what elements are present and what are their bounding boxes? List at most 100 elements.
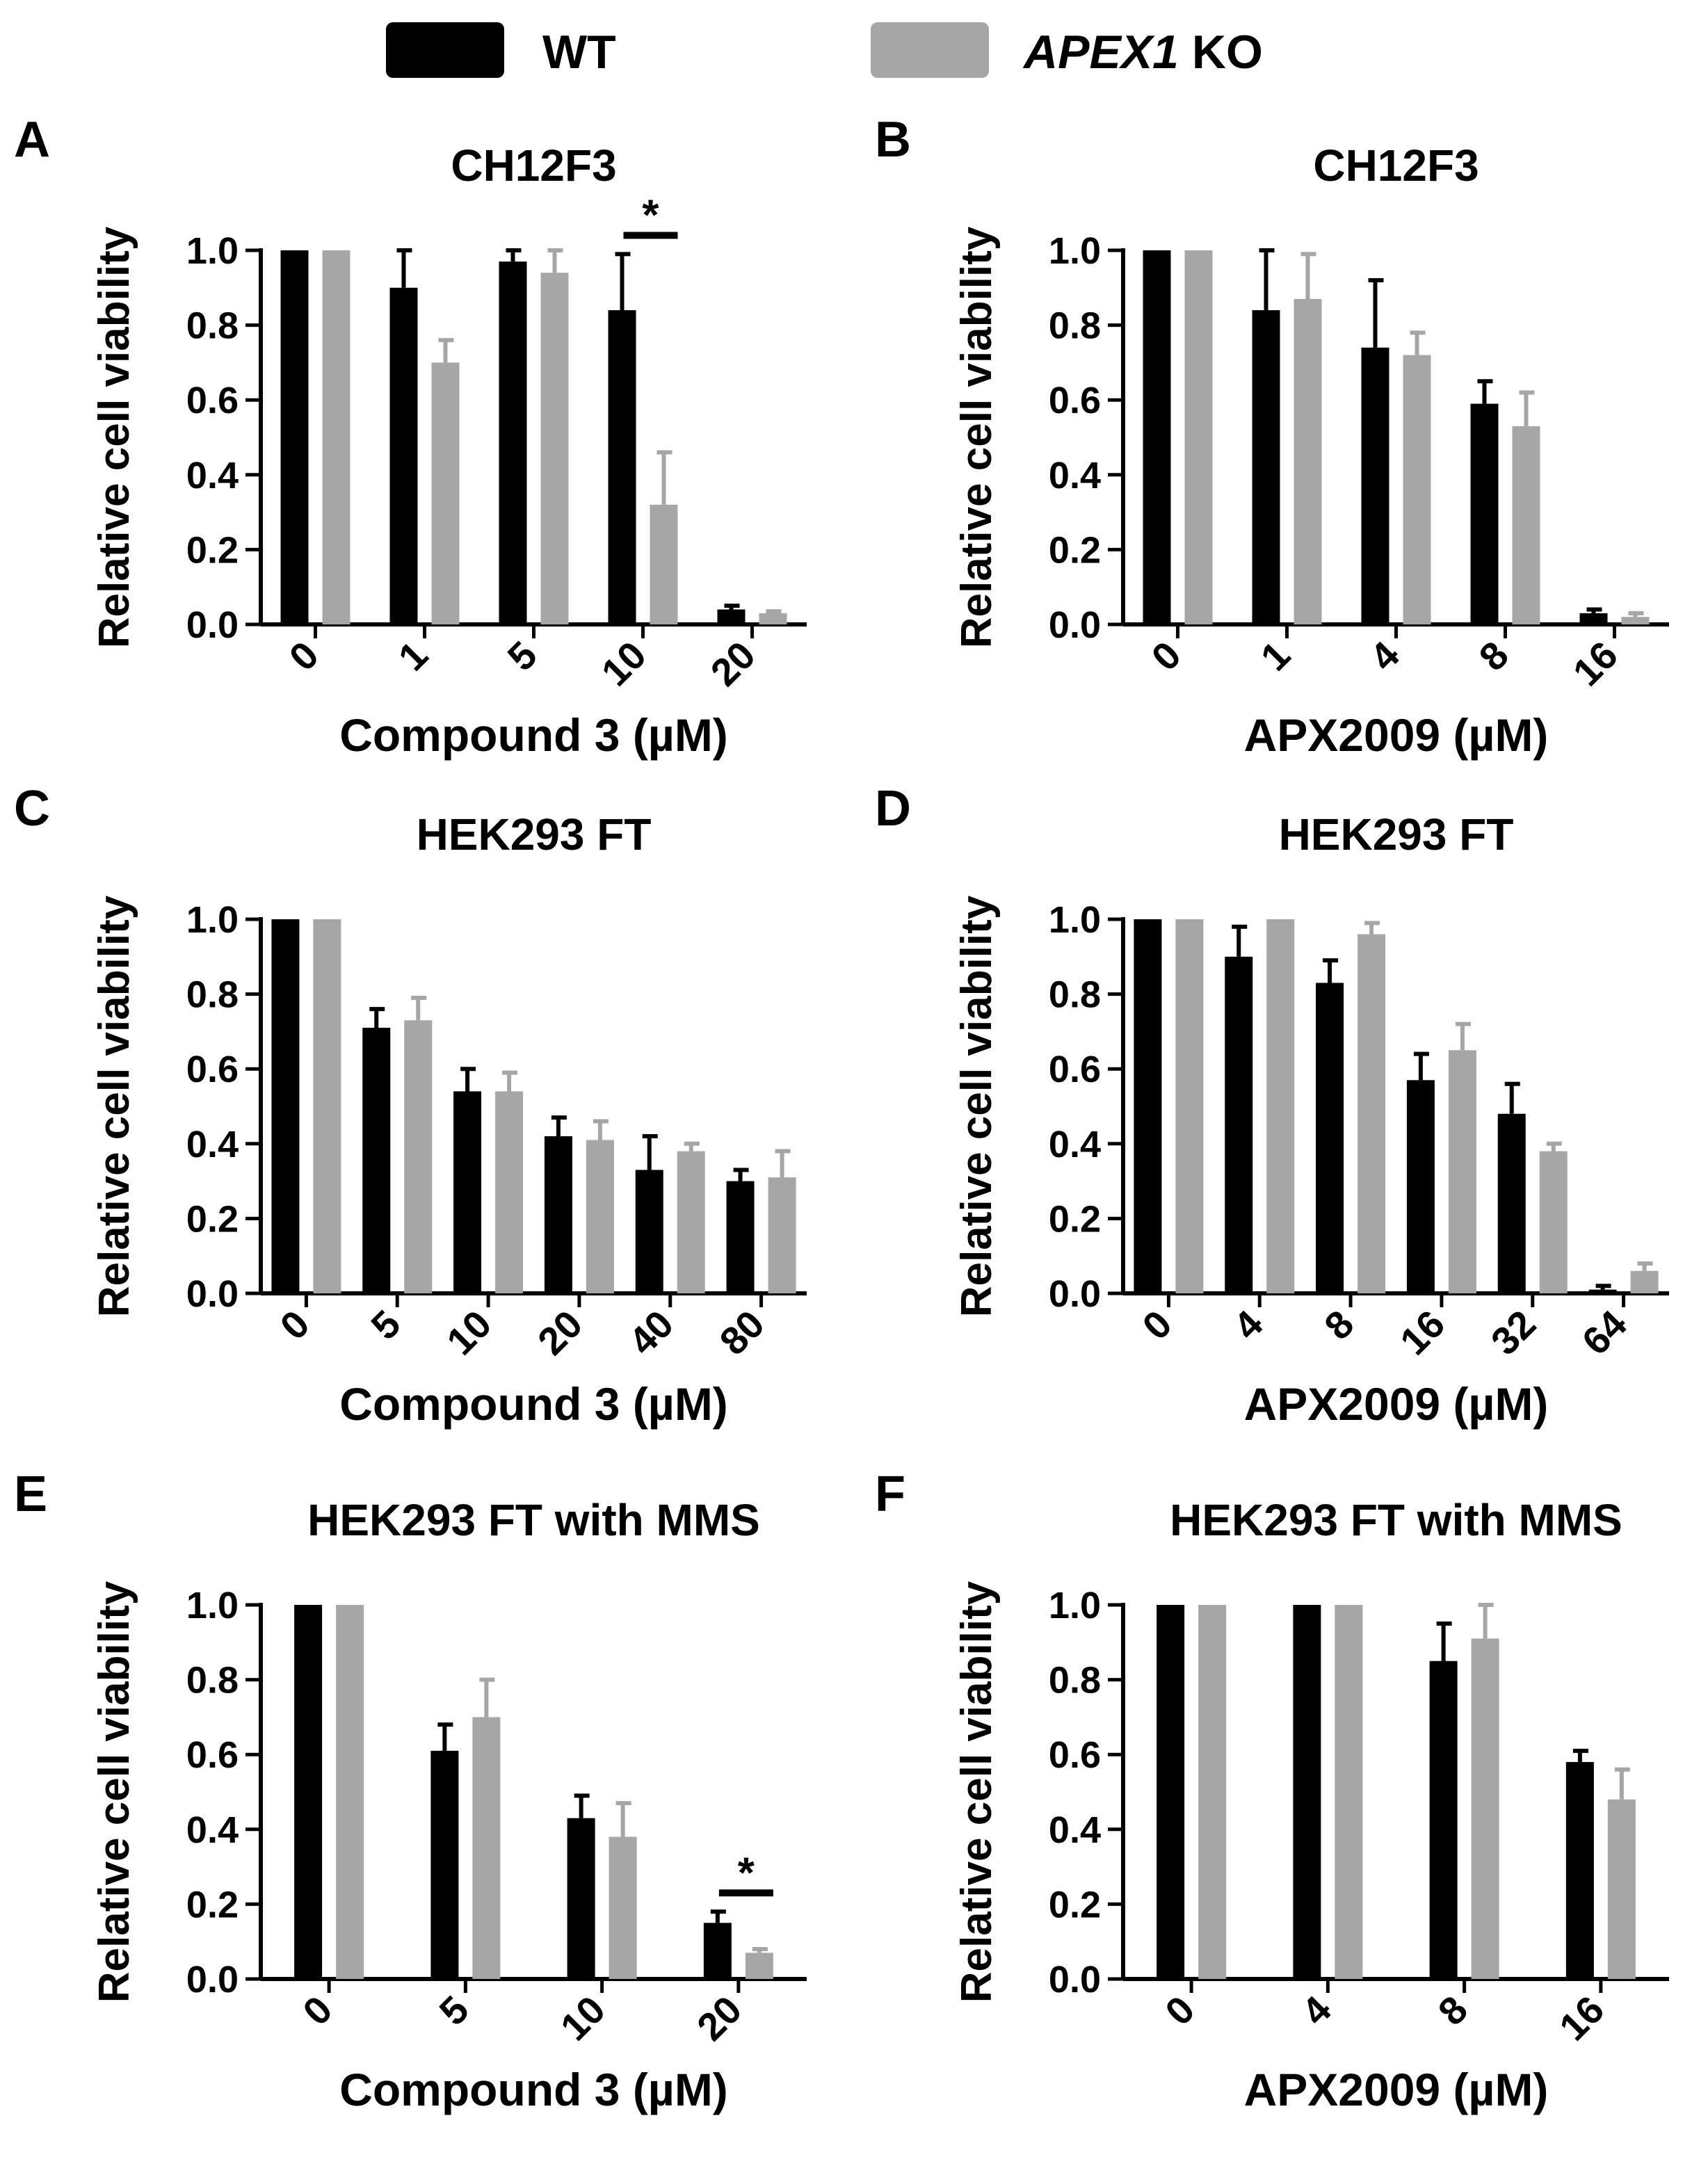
legend-label-ko-italic: APEX1 — [1022, 26, 1179, 79]
legend: WT APEX1 KO — [386, 22, 1263, 79]
panel-title-e: HEK293 FT with MMS — [307, 1495, 760, 1545]
bar-f-wt-16 — [1565, 1761, 1594, 1979]
bar-d-ko-64 — [1630, 1270, 1659, 1293]
y-tick-label-a-3: 0.6 — [186, 380, 239, 421]
x-tick-label-d-0: 0 — [1134, 1302, 1180, 1348]
y-tick-label-d-1: 0.2 — [1049, 1198, 1101, 1240]
panel-e: E HEK293 FT with MMS Relative cell viabili… — [14, 1467, 807, 2115]
panel-a: A CH12F3 Relative cell viability 0.0 0.2 0.4 0… — [14, 112, 807, 761]
bar-e-ko-20 — [745, 1953, 773, 1979]
x-axis-label-e: Compound 3 (µM) — [339, 2064, 728, 2115]
bar-e-wt-20 — [703, 1923, 732, 1979]
bar-c-ko-40 — [677, 1151, 705, 1293]
y-tick-label-f-0: 0.0 — [1049, 1959, 1101, 2001]
y-axis-label-e: Relative cell viability — [90, 1581, 138, 2003]
y-tick-label-e-0: 0.0 — [186, 1959, 239, 2001]
y-tick-label-b-0: 0.0 — [1049, 604, 1101, 646]
bar-f-wt-4 — [1293, 1605, 1321, 1979]
y-tick-label-a-4: 0.8 — [186, 305, 239, 347]
x-tick-label-f-4: 4 — [1293, 1987, 1339, 2034]
bar-d-wt-8 — [1316, 983, 1344, 1293]
bar-d-ko-32 — [1539, 1151, 1568, 1293]
x-tick-label-a-5: 5 — [499, 633, 545, 679]
x-tick-label-f-8: 8 — [1430, 1987, 1476, 2034]
bar-c-wt-40 — [635, 1170, 663, 1293]
panel-title-b: CH12F3 — [1313, 140, 1479, 191]
bar-d-wt-32 — [1497, 1113, 1526, 1293]
bar-a-wt-20 — [717, 609, 746, 624]
x-tick-label-c-40: 40 — [620, 1302, 682, 1364]
y-tick-label-e-4: 0.8 — [186, 1660, 239, 1702]
y-tick-label-d-0: 0.0 — [1049, 1273, 1101, 1315]
panel-title-f: HEK293 FT with MMS — [1170, 1495, 1622, 1545]
y-tick-label-d-4: 0.8 — [1049, 974, 1101, 1016]
x-tick-label-e-20: 20 — [688, 1987, 750, 2049]
y-tick-label-c-2: 0.4 — [186, 1124, 239, 1165]
y-tick-label-e-3: 0.6 — [186, 1734, 239, 1776]
y-tick-label-c-3: 0.6 — [186, 1049, 239, 1090]
y-tick-label-d-2: 0.4 — [1049, 1124, 1101, 1165]
y-tick-label-a-5: 1.0 — [186, 230, 239, 272]
panel-b: B CH12F3 Relative cell viability 0.0 0.2 0.4 0… — [875, 112, 1669, 761]
x-tick-label-c-0: 0 — [271, 1302, 318, 1348]
bar-a-wt-1 — [389, 287, 418, 624]
bar-f-wt-8 — [1429, 1661, 1458, 1979]
bar-b-wt-16 — [1579, 613, 1608, 624]
bar-f-wt-0 — [1157, 1605, 1185, 1979]
significance-label-a-0: * — [642, 191, 659, 239]
bar-a-ko-20 — [759, 613, 787, 624]
y-tick-label-c-1: 0.2 — [186, 1198, 239, 1240]
bar-a-wt-0 — [280, 250, 309, 624]
bar-c-ko-0 — [313, 919, 341, 1293]
y-tick-label-f-4: 0.8 — [1049, 1660, 1101, 1702]
y-tick-label-f-3: 0.6 — [1049, 1734, 1101, 1776]
bar-b-wt-8 — [1470, 403, 1499, 624]
y-tick-label-c-4: 0.8 — [186, 974, 239, 1016]
panel-letter-f: F — [875, 1467, 905, 1522]
x-tick-label-b-8: 8 — [1470, 633, 1517, 679]
bar-d-wt-0 — [1134, 919, 1162, 1293]
legend-label-ko: APEX1 KO — [1022, 26, 1263, 79]
y-axis-label-d: Relative cell viability — [953, 895, 1001, 1317]
bar-a-wt-10 — [608, 310, 636, 624]
y-tick-label-a-2: 0.4 — [186, 455, 239, 496]
y-tick-label-f-5: 1.0 — [1049, 1585, 1101, 1626]
y-tick-label-b-1: 0.2 — [1049, 529, 1101, 571]
x-tick-label-c-10: 10 — [438, 1302, 500, 1364]
x-tick-label-a-0: 0 — [280, 633, 327, 679]
y-tick-label-f-1: 0.2 — [1049, 1884, 1101, 1925]
x-tick-label-e-5: 5 — [430, 1987, 477, 2034]
y-axis-label-f: Relative cell viability — [953, 1581, 1001, 2003]
y-tick-label-e-5: 1.0 — [186, 1585, 239, 1626]
bar-c-ko-80 — [768, 1177, 796, 1293]
panel-title-a: CH12F3 — [451, 140, 616, 191]
y-tick-label-e-1: 0.2 — [186, 1884, 239, 1925]
bar-d-ko-4 — [1266, 919, 1295, 1293]
bar-d-ko-0 — [1175, 919, 1204, 1293]
bar-f-ko-0 — [1198, 1605, 1227, 1979]
x-axis-label-d: APX2009 (µM) — [1244, 1378, 1549, 1430]
x-axis-label-f: APX2009 (µM) — [1244, 2064, 1549, 2115]
bar-b-wt-0 — [1143, 250, 1171, 624]
y-tick-label-a-0: 0.0 — [186, 604, 239, 646]
bar-e-ko-10 — [609, 1836, 637, 1979]
x-axis-label-a: Compound 3 (µM) — [339, 709, 728, 761]
bar-c-wt-0 — [271, 919, 300, 1293]
bar-b-ko-16 — [1621, 617, 1650, 624]
bar-e-wt-5 — [430, 1750, 459, 1979]
bar-b-ko-4 — [1403, 355, 1431, 624]
x-axis-label-c: Compound 3 (µM) — [339, 1378, 728, 1430]
y-tick-label-b-4: 0.8 — [1049, 305, 1101, 347]
x-tick-label-a-20: 20 — [702, 633, 764, 695]
bar-d-wt-64 — [1588, 1289, 1617, 1293]
x-tick-label-c-5: 5 — [362, 1302, 409, 1348]
y-tick-label-f-2: 0.4 — [1049, 1809, 1101, 1851]
legend-swatch-wt — [386, 22, 504, 78]
bar-a-wt-5 — [499, 261, 527, 624]
legend-swatch-ko — [871, 22, 989, 78]
x-axis-label-b: APX2009 (µM) — [1244, 709, 1549, 761]
x-tick-label-d-16: 16 — [1392, 1302, 1453, 1364]
y-tick-label-c-0: 0.0 — [186, 1273, 239, 1315]
x-tick-label-d-32: 32 — [1483, 1302, 1545, 1364]
